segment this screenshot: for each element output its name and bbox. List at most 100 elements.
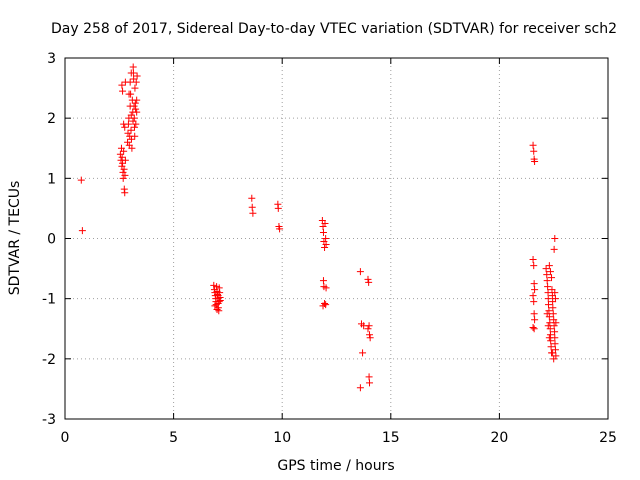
data-point bbox=[531, 157, 539, 165]
data-point bbox=[365, 278, 373, 286]
data-point bbox=[530, 262, 538, 270]
data-point bbox=[322, 241, 330, 249]
data-point bbox=[545, 307, 553, 315]
data-point bbox=[133, 72, 141, 80]
data-point bbox=[531, 316, 539, 324]
data-point bbox=[131, 99, 139, 107]
data-point bbox=[550, 322, 558, 330]
data-point bbox=[366, 334, 374, 342]
data-point bbox=[215, 307, 223, 315]
data-point bbox=[531, 286, 539, 294]
data-point bbox=[543, 277, 551, 285]
data-point bbox=[127, 135, 135, 143]
x-tick-label: 15 bbox=[382, 430, 400, 446]
data-point bbox=[551, 295, 559, 303]
data-point bbox=[77, 176, 85, 184]
x-tick-label: 0 bbox=[61, 430, 70, 446]
data-point bbox=[216, 296, 224, 304]
data-point bbox=[551, 289, 559, 297]
data-point bbox=[121, 171, 129, 179]
data-point bbox=[530, 280, 538, 288]
data-point bbox=[549, 304, 557, 312]
data-point bbox=[529, 292, 537, 300]
data-point bbox=[131, 132, 139, 140]
data-point bbox=[542, 265, 550, 273]
data-point bbox=[276, 225, 284, 233]
data-point bbox=[127, 111, 135, 119]
data-point bbox=[546, 319, 554, 327]
data-point bbox=[544, 322, 552, 330]
grid bbox=[65, 58, 608, 419]
data-point bbox=[551, 235, 559, 242]
data-point bbox=[121, 123, 129, 131]
data-point bbox=[116, 150, 124, 158]
data-point bbox=[118, 81, 126, 89]
data-point bbox=[530, 298, 538, 306]
data-point bbox=[127, 69, 135, 77]
data-point bbox=[249, 209, 257, 217]
y-tick-label: 0 bbox=[47, 232, 56, 248]
data-point bbox=[529, 141, 537, 149]
data-point bbox=[121, 189, 129, 197]
y-tick-label: 1 bbox=[47, 171, 56, 187]
data-point bbox=[319, 228, 327, 236]
y-tick-label: -1 bbox=[42, 292, 56, 308]
data-point bbox=[132, 78, 140, 86]
plot-frame bbox=[64, 57, 609, 420]
data-point bbox=[548, 274, 556, 282]
data-point bbox=[127, 126, 135, 134]
data-point bbox=[125, 90, 133, 98]
data-point bbox=[321, 244, 329, 252]
data-point bbox=[551, 340, 559, 348]
data-point bbox=[120, 147, 128, 155]
data-point bbox=[124, 120, 132, 128]
data-point bbox=[529, 256, 537, 264]
data-point bbox=[319, 302, 327, 310]
data-point bbox=[356, 268, 364, 276]
data-point bbox=[545, 262, 553, 270]
data-point bbox=[544, 301, 552, 309]
data-point bbox=[530, 325, 538, 333]
data-point bbox=[248, 203, 256, 211]
data-point bbox=[121, 156, 129, 164]
data-point bbox=[131, 84, 139, 92]
data-point bbox=[552, 319, 560, 327]
data-point bbox=[545, 334, 553, 342]
data-point bbox=[322, 235, 330, 242]
chart-title: Day 258 of 2017, Sidereal Day-to-day VTE… bbox=[51, 21, 617, 37]
x-tick-label: 10 bbox=[273, 430, 291, 446]
data-point bbox=[365, 373, 373, 381]
data-point bbox=[546, 268, 554, 276]
data-point bbox=[119, 87, 127, 95]
data-points bbox=[77, 63, 560, 392]
data-point bbox=[543, 271, 551, 279]
data-point bbox=[529, 324, 537, 332]
y-tick-label: 2 bbox=[47, 111, 56, 127]
data-point bbox=[364, 275, 372, 283]
y-tick-label: -2 bbox=[42, 352, 56, 368]
data-point bbox=[543, 310, 551, 318]
data-point bbox=[133, 96, 141, 104]
data-point bbox=[549, 310, 557, 318]
y-tick-label: -3 bbox=[42, 412, 56, 428]
data-point bbox=[130, 114, 138, 122]
data-point bbox=[132, 105, 140, 113]
y-axis-label: SDTVAR / TECUs bbox=[7, 181, 23, 296]
data-point bbox=[274, 204, 282, 212]
data-point bbox=[133, 108, 141, 116]
data-point bbox=[215, 298, 223, 306]
x-tick-label: 25 bbox=[599, 430, 617, 446]
data-point bbox=[124, 138, 132, 146]
data-point bbox=[248, 194, 256, 202]
data-point bbox=[211, 302, 219, 310]
data-point bbox=[118, 153, 126, 161]
data-point bbox=[129, 63, 137, 71]
data-point bbox=[213, 305, 221, 313]
data-point bbox=[128, 144, 136, 152]
data-point bbox=[321, 219, 329, 227]
axis-ticks: 0 5 10 15 20 25 -3 -2 -1 0 1 2 3 bbox=[42, 51, 617, 446]
data-point bbox=[546, 331, 554, 339]
data-point bbox=[547, 337, 555, 345]
data-point bbox=[78, 227, 86, 235]
